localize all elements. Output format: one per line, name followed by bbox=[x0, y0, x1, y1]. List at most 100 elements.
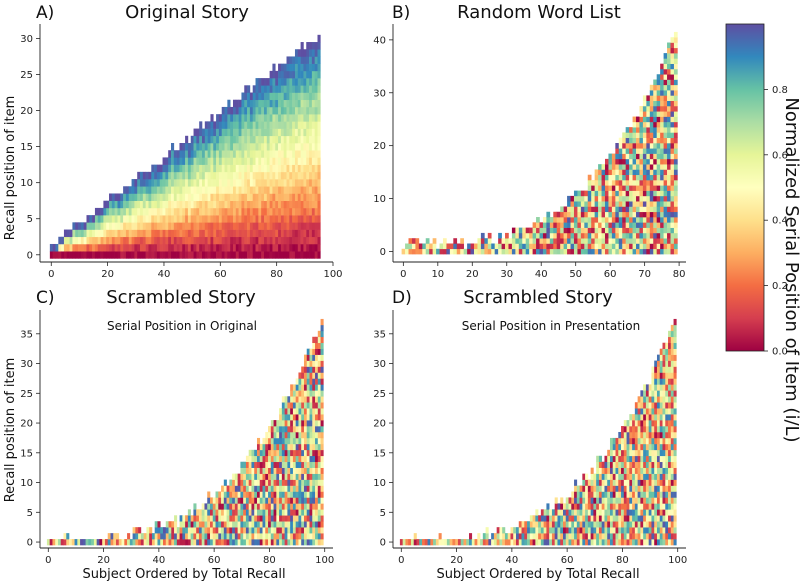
heatmap-cell bbox=[591, 238, 595, 244]
heatmap-cell bbox=[284, 443, 288, 451]
heatmap-cell bbox=[196, 236, 200, 245]
heatmap-cell bbox=[667, 116, 671, 123]
heatmap-cell bbox=[224, 121, 228, 129]
heatmap-cell bbox=[604, 195, 609, 202]
heatmap-cell bbox=[216, 222, 220, 230]
heatmap-cell bbox=[625, 195, 630, 202]
heatmap-cell bbox=[618, 211, 623, 218]
heatmap-cell bbox=[86, 243, 90, 252]
heatmap-cell bbox=[174, 515, 178, 522]
heatmap-cell bbox=[312, 366, 316, 373]
heatmap-cell bbox=[280, 114, 284, 122]
heatmap-cell bbox=[571, 527, 575, 534]
heatmap-cell bbox=[629, 431, 633, 439]
heatmap-cell bbox=[187, 539, 191, 546]
heatmap-cell bbox=[227, 193, 231, 201]
heatmap-cell bbox=[626, 467, 630, 474]
heatmap-cell bbox=[601, 473, 605, 480]
heatmap-cell bbox=[199, 215, 203, 223]
heatmap-cell bbox=[204, 186, 208, 194]
heatmap-cell bbox=[258, 171, 262, 180]
heatmap-cell bbox=[255, 179, 259, 187]
heatmap-cell bbox=[160, 539, 164, 546]
y-tick-label: 30 bbox=[373, 359, 386, 370]
heatmap-cell bbox=[306, 420, 310, 427]
heatmap-cell bbox=[556, 211, 561, 218]
heatmap-cell bbox=[238, 143, 242, 151]
heatmap-cell bbox=[311, 143, 315, 151]
heatmap-cell bbox=[286, 150, 290, 158]
heatmap-cell bbox=[265, 485, 269, 492]
heatmap-cell bbox=[306, 348, 310, 355]
heatmap-cell bbox=[215, 515, 219, 522]
heatmap-cell bbox=[202, 164, 206, 173]
heatmap-cell bbox=[204, 222, 208, 230]
heatmap-cell bbox=[653, 116, 657, 123]
heatmap-cell bbox=[193, 135, 197, 144]
heatmap-cell bbox=[317, 509, 321, 516]
heatmap-cell bbox=[538, 515, 542, 522]
heatmap-cell bbox=[646, 243, 651, 250]
heatmap-cell bbox=[259, 497, 263, 504]
heatmap-cell bbox=[670, 360, 674, 367]
heatmap-cell bbox=[571, 509, 575, 516]
heatmap-cell bbox=[298, 485, 302, 492]
heatmap-cell bbox=[168, 243, 172, 252]
heatmap-cell bbox=[653, 238, 657, 244]
heatmap-cell bbox=[232, 243, 237, 252]
heatmap-cell bbox=[607, 473, 611, 480]
heatmap-cell bbox=[301, 408, 305, 415]
heatmap-cell bbox=[642, 232, 647, 239]
heatmap-cell bbox=[281, 527, 285, 534]
heatmap-cell bbox=[204, 135, 208, 144]
heatmap-cell bbox=[215, 503, 219, 510]
heatmap-cell bbox=[639, 137, 644, 144]
heatmap-cell bbox=[314, 236, 318, 245]
heatmap-cell bbox=[301, 461, 305, 468]
heatmap-cell bbox=[618, 222, 623, 228]
heatmap-cell bbox=[213, 121, 217, 129]
heatmap-cell bbox=[193, 243, 197, 252]
heatmap-cell bbox=[230, 243, 234, 252]
heatmap-cell bbox=[662, 396, 666, 403]
heatmap-cell bbox=[74, 539, 78, 546]
heatmap-cell bbox=[131, 179, 135, 187]
heatmap-cell bbox=[187, 179, 192, 187]
heatmap-cell bbox=[103, 229, 107, 238]
heatmap-cell bbox=[292, 503, 296, 510]
heatmap-cell bbox=[137, 186, 141, 194]
heatmap-cell bbox=[247, 200, 251, 209]
heatmap-cell bbox=[629, 467, 633, 474]
heatmap-cell bbox=[278, 171, 282, 180]
heatmap-cell bbox=[670, 372, 674, 379]
heatmap-cell bbox=[607, 503, 611, 510]
heatmap-cell bbox=[539, 232, 544, 239]
heatmap-cell bbox=[621, 443, 625, 451]
heatmap-cell bbox=[632, 431, 636, 439]
heatmap-cell bbox=[290, 402, 294, 409]
heatmap-cell bbox=[463, 539, 467, 546]
heatmap-cell bbox=[117, 215, 121, 223]
heatmap-cell bbox=[303, 85, 307, 93]
heatmap-cell bbox=[670, 37, 675, 43]
heatmap-cell bbox=[515, 238, 520, 244]
heatmap-cell bbox=[306, 85, 310, 93]
heatmap-cell bbox=[535, 533, 539, 540]
heatmap-cell bbox=[232, 114, 237, 122]
heatmap-cell bbox=[300, 56, 304, 64]
heatmap-cell bbox=[281, 503, 285, 510]
heatmap-cell bbox=[560, 497, 564, 504]
heatmap-cell bbox=[284, 455, 288, 463]
heatmap-cell bbox=[515, 243, 520, 250]
heatmap-cell bbox=[405, 243, 409, 250]
heatmap-cell bbox=[615, 521, 619, 528]
heatmap-cell bbox=[480, 238, 485, 244]
heatmap-cell bbox=[634, 527, 638, 534]
heatmap-cell bbox=[114, 215, 118, 223]
heatmap-cell bbox=[601, 243, 606, 250]
heatmap-cell bbox=[312, 461, 316, 468]
heatmap-cell bbox=[266, 121, 270, 129]
heatmap-cell bbox=[653, 169, 657, 176]
heatmap-cell bbox=[580, 201, 585, 207]
heatmap-cell bbox=[69, 229, 73, 238]
